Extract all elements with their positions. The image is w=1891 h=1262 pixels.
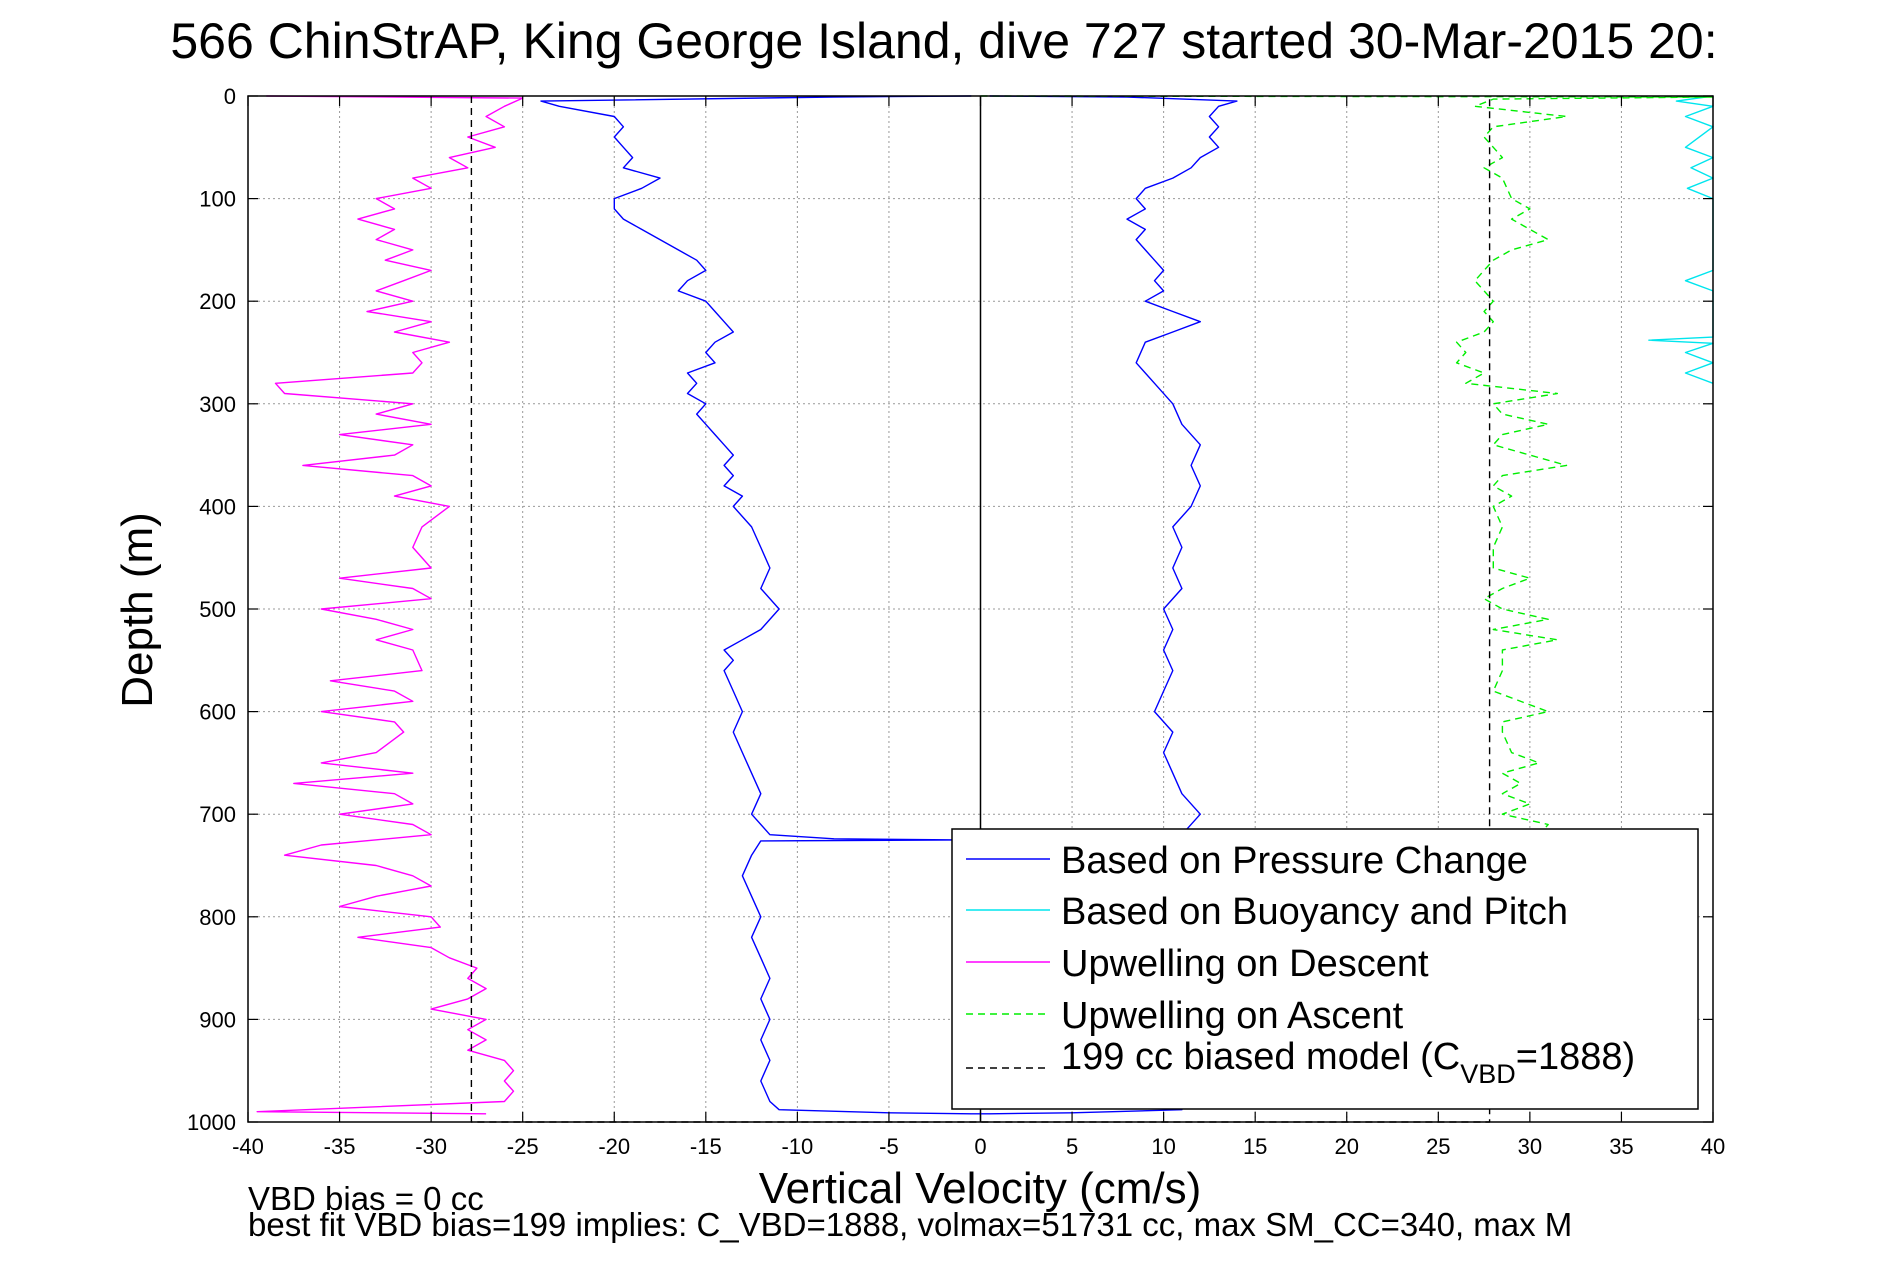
legend: Based on Pressure Change Based on Buoyanc…: [951, 828, 1699, 1110]
legend-last-subscript: VBD: [1460, 1059, 1516, 1089]
legend-entries: Based on Pressure Change Based on Buoyanc…: [966, 840, 1568, 1069]
x-tick-label: -15: [690, 1134, 722, 1159]
x-tick-label: -30: [415, 1134, 447, 1159]
series-line-2: [256, 95, 524, 1115]
best-fit-annotation: best fit VBD bias=199 implies: C_VBD=188…: [248, 1206, 1572, 1243]
x-tick-label: -25: [507, 1134, 539, 1159]
x-tick-label: 35: [1609, 1134, 1633, 1159]
legend-last-prefix: 199 cc biased model (C: [1061, 1036, 1460, 1078]
legend-label-0: Based on Pressure Change: [1061, 840, 1528, 882]
y-tick-label: 700: [199, 802, 236, 827]
chart-title: 566 ChinStrAP, King George Island, dive …: [170, 13, 1717, 69]
y-tick-label: 1000: [187, 1110, 236, 1135]
legend-box: [951, 828, 1699, 1110]
y-axis-label: Depth (m): [113, 512, 162, 708]
y-tick-label: 900: [199, 1007, 236, 1032]
legend-label-1: Based on Buoyancy and Pitch: [1061, 891, 1568, 933]
y-tick-label: 300: [199, 392, 236, 417]
x-tick-label: 0: [974, 1134, 986, 1159]
x-axis-label: Vertical Velocity (cm/s): [759, 1164, 1202, 1213]
y-tick-label: 0: [224, 84, 236, 109]
y-tick-label: 500: [199, 597, 236, 622]
y-tick-labels: 0 100 200 300 400 500 600 700 800 900 1000: [187, 84, 236, 1135]
y-tick-label: 100: [199, 187, 236, 212]
x-tick-label: 5: [1066, 1134, 1078, 1159]
vbd-bias-annotation: VBD bias = 0 cc: [248, 1180, 484, 1217]
x-tick-label: -20: [598, 1134, 630, 1159]
series-line-4: [470, 96, 1491, 1123]
legend-label-2: Upwelling on Descent: [1061, 943, 1429, 985]
x-tick-label: 25: [1426, 1134, 1450, 1159]
x-tick-labels: -40 -35 -30 -25 -20 -15 -10 -5 0 5 10 15 20 25 30 35 40: [232, 1134, 1725, 1159]
y-tick-label: 600: [199, 700, 236, 725]
x-tick-label: 40: [1701, 1134, 1725, 1159]
x-tick-label: 20: [1335, 1134, 1359, 1159]
x-tick-label: 30: [1518, 1134, 1542, 1159]
legend-last-suffix: =1888): [1516, 1036, 1635, 1078]
series-line-0: [540, 95, 1238, 1115]
y-tick-label: 200: [199, 289, 236, 314]
x-tick-label: 10: [1151, 1134, 1175, 1159]
x-tick-label: -35: [324, 1134, 356, 1159]
x-tick-label: -10: [781, 1134, 813, 1159]
y-tick-label: 400: [199, 494, 236, 519]
legend-label-3: Upwelling on Ascent: [1061, 995, 1404, 1037]
x-tick-label: -5: [879, 1134, 899, 1159]
y-tick-label: 800: [199, 905, 236, 930]
x-tick-label: -40: [232, 1134, 264, 1159]
legend-label-biased-model: 199 cc biased model (CVBD=1888): [1061, 1036, 1635, 1089]
x-tick-label: 15: [1243, 1134, 1267, 1159]
tick-marks: [247, 95, 1714, 1123]
